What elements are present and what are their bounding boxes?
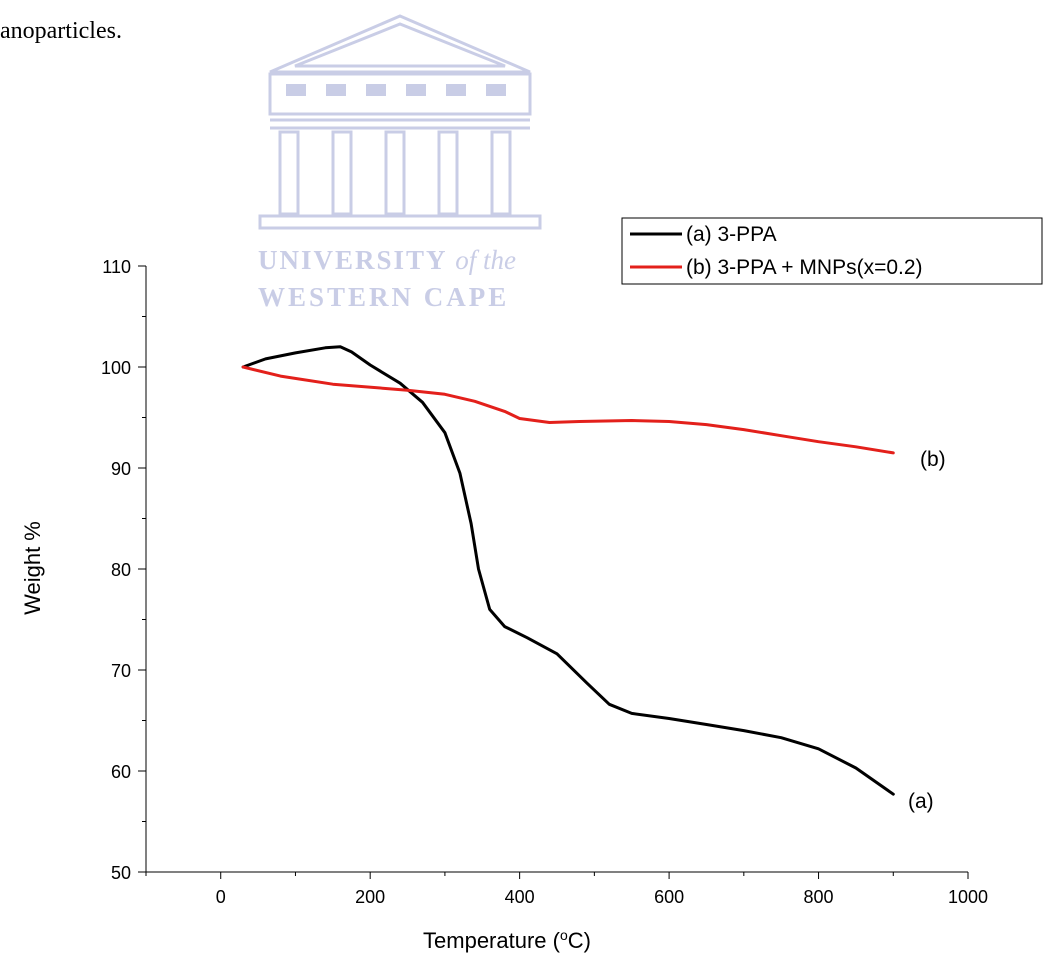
y-tick-label: 90 [111, 459, 131, 479]
axes: 0 200 400 600 800 1000 50 60 70 80 90 100 110 [101, 257, 988, 907]
y-tick-label: 60 [111, 762, 131, 782]
watermark-text-line1: UNIVERSITY of the [258, 245, 517, 275]
legend: (a) 3-PPA (b) 3-PPA + MNPs(x=0.2) [621, 217, 1043, 285]
legend-label-a: (a) 3-PPA [686, 223, 777, 246]
page-text-snippet: anoparticles. [0, 18, 122, 44]
series-line-a [241, 345, 895, 796]
x-axis-title: Temperature (oC) [423, 927, 591, 953]
annotation-b: (b) [920, 448, 946, 471]
y-axis-title: Weight % [20, 521, 45, 615]
x-tick-label: 600 [654, 887, 684, 907]
x-tick-label: 0 [216, 887, 226, 907]
watermark-text-line2: WESTERN CAPE [258, 282, 510, 312]
y-tick-label: 70 [111, 661, 131, 681]
university-seal-watermark [258, 14, 542, 230]
y-tick-label: 80 [111, 560, 131, 580]
x-tick-label: 800 [804, 887, 834, 907]
legend-box [621, 217, 1043, 285]
x-tick-label: 200 [355, 887, 385, 907]
y-tick-label: 110 [102, 257, 131, 277]
series-lines [241, 345, 895, 796]
x-tick-label: 1000 [948, 887, 988, 907]
x-tick-label: 400 [505, 887, 535, 907]
legend-label-b: (b) 3-PPA + MNPs(x=0.2) [686, 256, 923, 279]
annotation-a: (a) [908, 790, 934, 813]
series-line-b [241, 365, 895, 455]
y-tick-label: 50 [111, 863, 131, 883]
y-tick-label: 100 [101, 358, 131, 378]
